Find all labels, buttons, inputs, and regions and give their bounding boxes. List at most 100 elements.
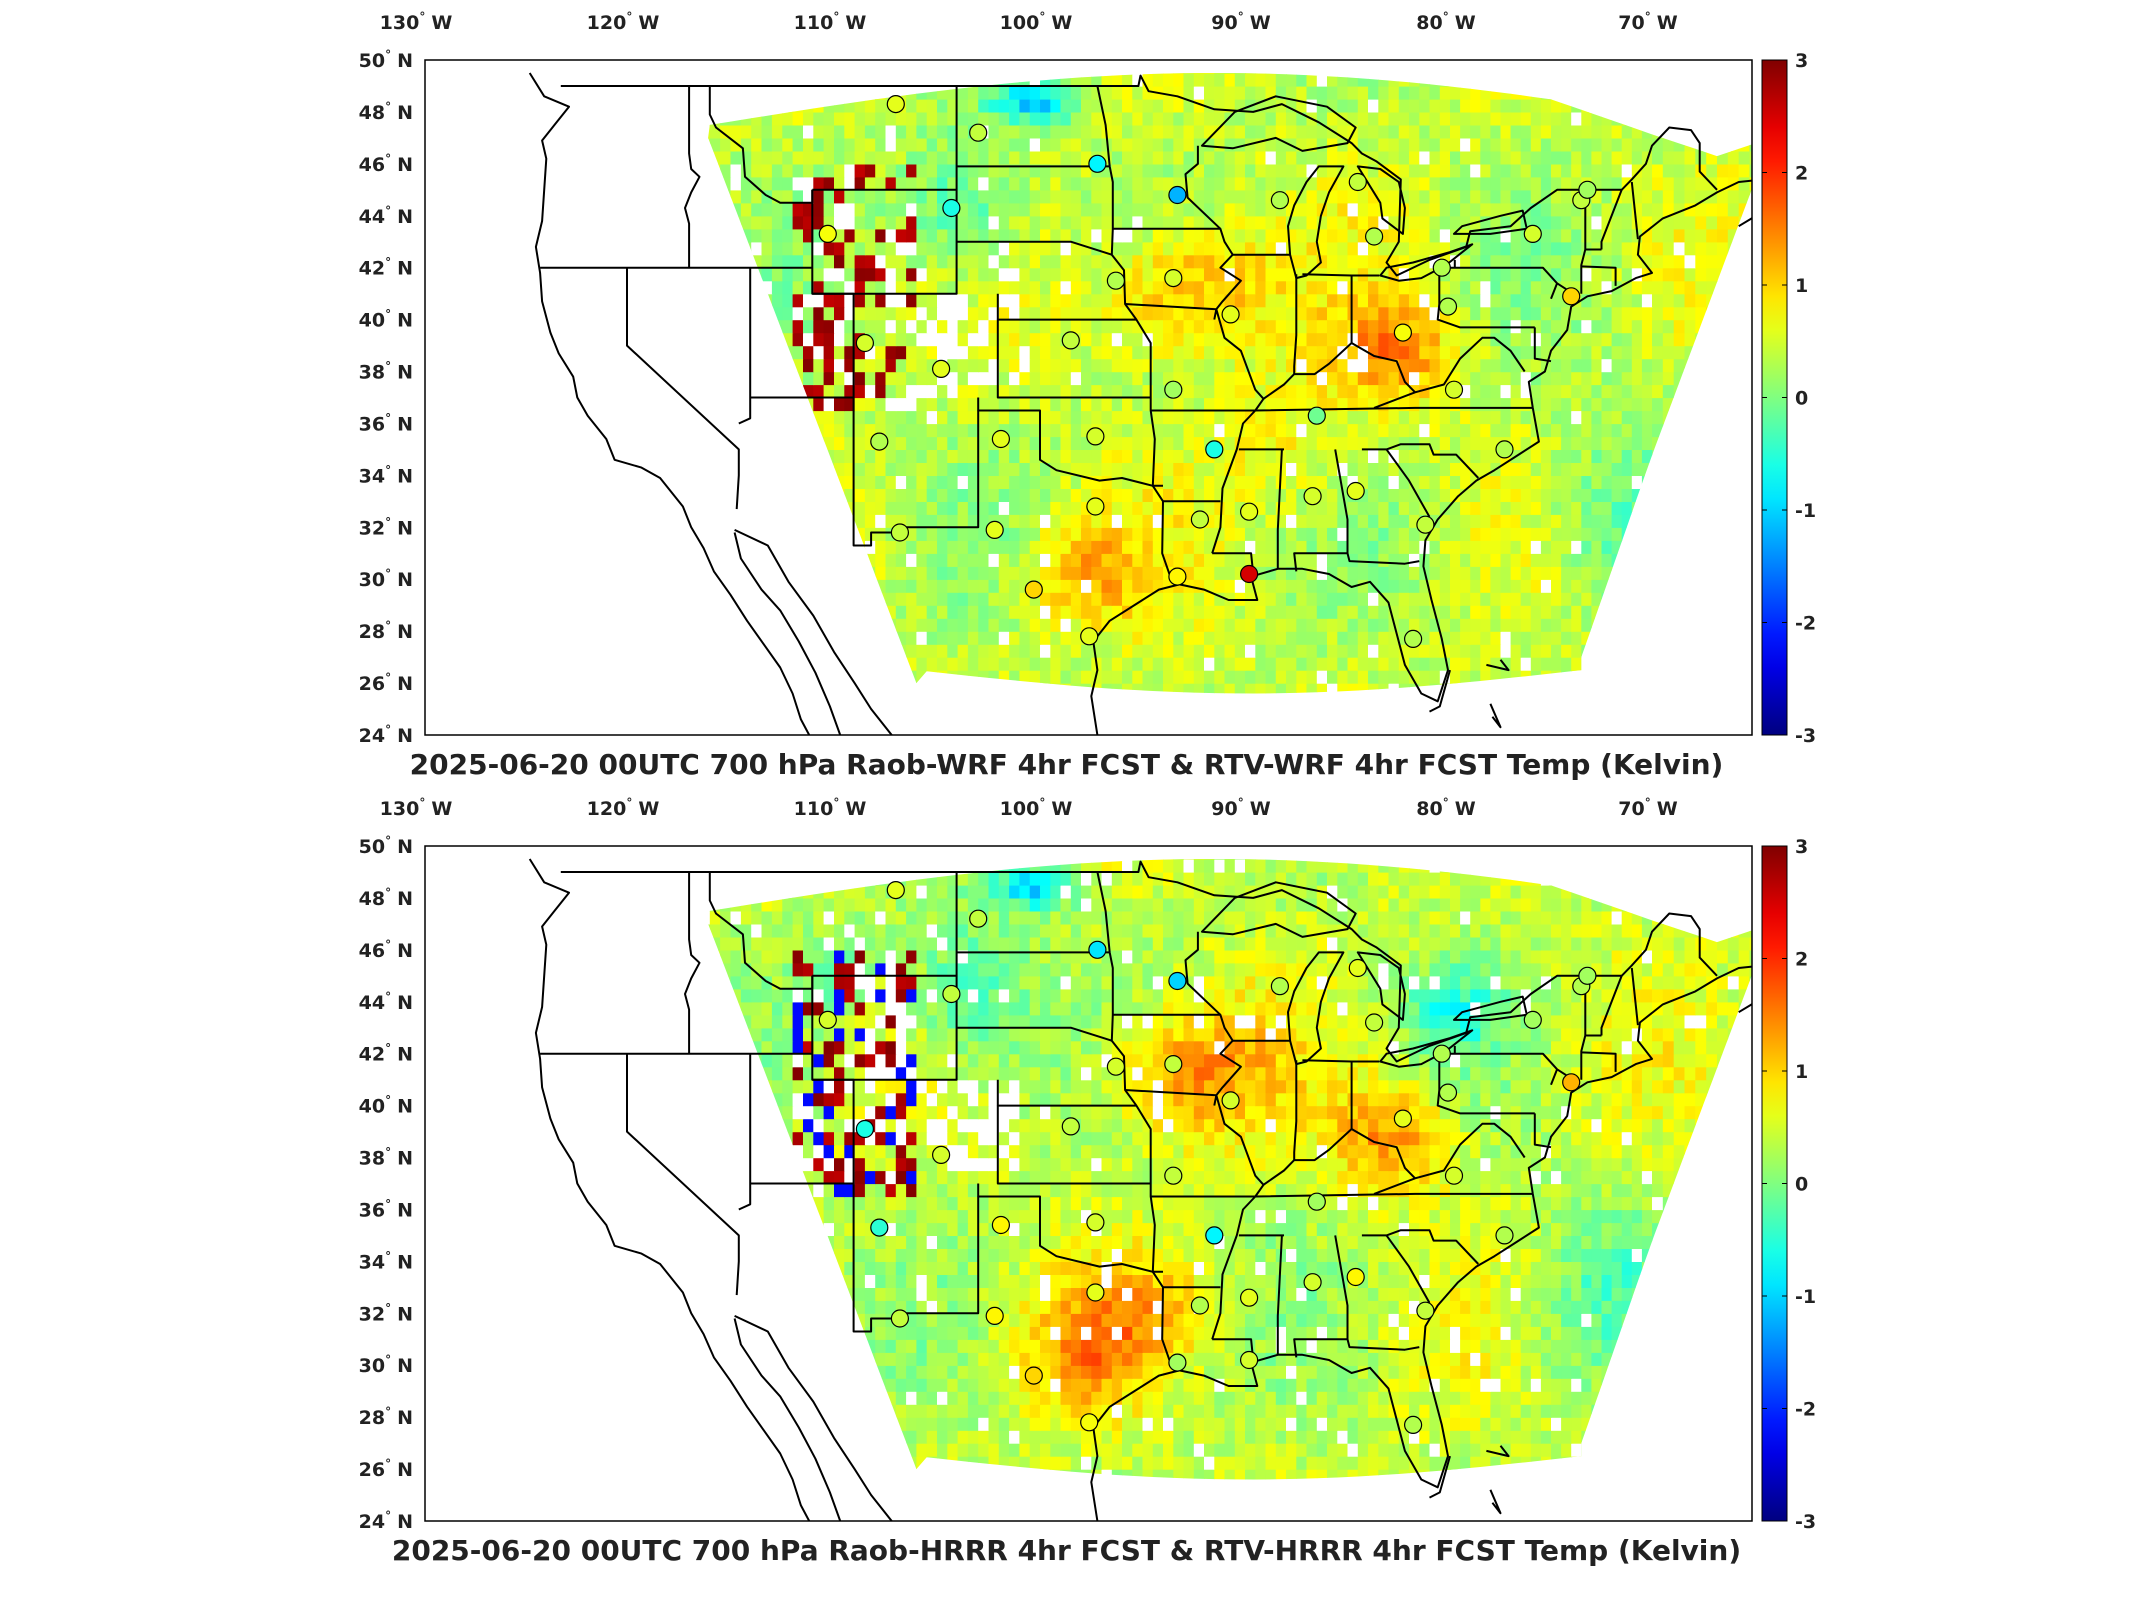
field-cell xyxy=(1480,358,1491,373)
field-cell xyxy=(1224,215,1236,230)
field-cell xyxy=(937,137,948,152)
field-cell xyxy=(823,423,835,438)
field-cell xyxy=(926,657,938,671)
field-cell xyxy=(823,254,835,269)
field-cell xyxy=(1500,514,1512,528)
field-cell xyxy=(978,410,990,425)
field-cell xyxy=(823,137,835,152)
field-cell xyxy=(1601,267,1613,282)
field-cell xyxy=(885,475,897,489)
field-cell xyxy=(1101,384,1113,399)
field-cell xyxy=(998,384,1010,399)
field-cell xyxy=(1520,163,1532,178)
field-cell xyxy=(1050,98,1062,113)
field-cell xyxy=(1060,449,1072,463)
field-cell xyxy=(1409,345,1420,360)
field-cell xyxy=(1255,358,1267,373)
field-cell xyxy=(1357,683,1369,694)
field-cell xyxy=(1183,267,1195,282)
field-cell xyxy=(1601,111,1613,126)
field-cell xyxy=(1111,332,1123,347)
field-cell xyxy=(1204,111,1215,126)
field-cell xyxy=(1500,189,1512,204)
field-cell xyxy=(1142,319,1154,334)
field-cell xyxy=(1470,436,1481,450)
field-cell xyxy=(1152,436,1164,450)
field-cell xyxy=(1540,592,1552,606)
field-cell xyxy=(1581,436,1592,450)
field-cell xyxy=(1347,566,1359,580)
field-cell xyxy=(906,644,917,658)
field-cell xyxy=(1122,111,1133,126)
field-cell xyxy=(1695,241,1707,256)
field-cell xyxy=(1460,540,1471,554)
field-cell xyxy=(967,98,979,113)
field-cell xyxy=(1009,384,1020,399)
field-cell xyxy=(1224,618,1236,632)
field-cell xyxy=(1591,163,1603,178)
field-cell xyxy=(1296,462,1308,476)
field-cell xyxy=(1398,501,1410,515)
field-cell xyxy=(1214,215,1226,230)
field-cell xyxy=(1070,358,1082,373)
field-cell xyxy=(771,137,783,152)
field-cell xyxy=(1183,462,1195,476)
field-cell xyxy=(1091,644,1103,658)
field-cell xyxy=(1316,501,1328,515)
field-cell xyxy=(1510,553,1522,567)
field-cell xyxy=(1050,345,1062,360)
field-cell xyxy=(1450,423,1461,438)
field-cell xyxy=(1490,176,1502,191)
field-cell xyxy=(937,605,948,619)
field-cell xyxy=(1662,189,1675,204)
field-cell xyxy=(813,345,825,360)
field-cell xyxy=(1101,150,1113,165)
field-cell xyxy=(1695,189,1707,204)
field-cell xyxy=(926,644,938,658)
field-cell xyxy=(1439,215,1451,230)
field-cell xyxy=(1050,306,1062,321)
field-cell xyxy=(1450,202,1461,217)
field-cell xyxy=(1173,306,1185,321)
field-cell xyxy=(1224,605,1236,619)
field-cell xyxy=(1673,202,1686,217)
field-cell xyxy=(1040,488,1051,502)
field-cell xyxy=(1480,501,1491,515)
field-cell xyxy=(1286,332,1297,347)
field-cell xyxy=(1029,228,1041,243)
field-cell xyxy=(1684,241,1696,256)
field-cell xyxy=(1450,306,1461,321)
field-cell xyxy=(1050,111,1062,126)
field-cell xyxy=(1378,202,1390,217)
field-cell xyxy=(1460,98,1471,113)
field-cell xyxy=(844,150,856,165)
field-cell xyxy=(1337,410,1349,425)
field-cell xyxy=(1378,670,1390,684)
field-cell xyxy=(1255,605,1267,619)
field-cell xyxy=(1520,241,1532,256)
field-cell xyxy=(1561,215,1572,230)
field-cell xyxy=(1019,137,1031,152)
field-cell xyxy=(854,384,866,399)
field-cell xyxy=(1510,150,1522,165)
field-cell xyxy=(1070,592,1082,606)
field-cell xyxy=(1265,150,1277,165)
field-cell xyxy=(967,137,979,152)
field-cell xyxy=(1214,514,1226,528)
field-cell xyxy=(844,332,856,347)
field-cell xyxy=(1571,306,1582,321)
field-cell xyxy=(1357,254,1369,269)
field-cell xyxy=(1439,111,1451,126)
field-cell xyxy=(803,345,814,360)
field-cell xyxy=(1132,462,1144,476)
field-cell xyxy=(1214,319,1226,334)
field-cell xyxy=(844,293,856,308)
field-cell xyxy=(957,384,969,399)
field-cell xyxy=(895,462,907,476)
field-cell xyxy=(1060,436,1072,450)
field-cell xyxy=(1357,527,1369,541)
field-cell xyxy=(1009,475,1020,489)
field-cell xyxy=(1060,631,1072,645)
field-cell xyxy=(947,124,959,139)
field-cell xyxy=(1490,553,1502,567)
